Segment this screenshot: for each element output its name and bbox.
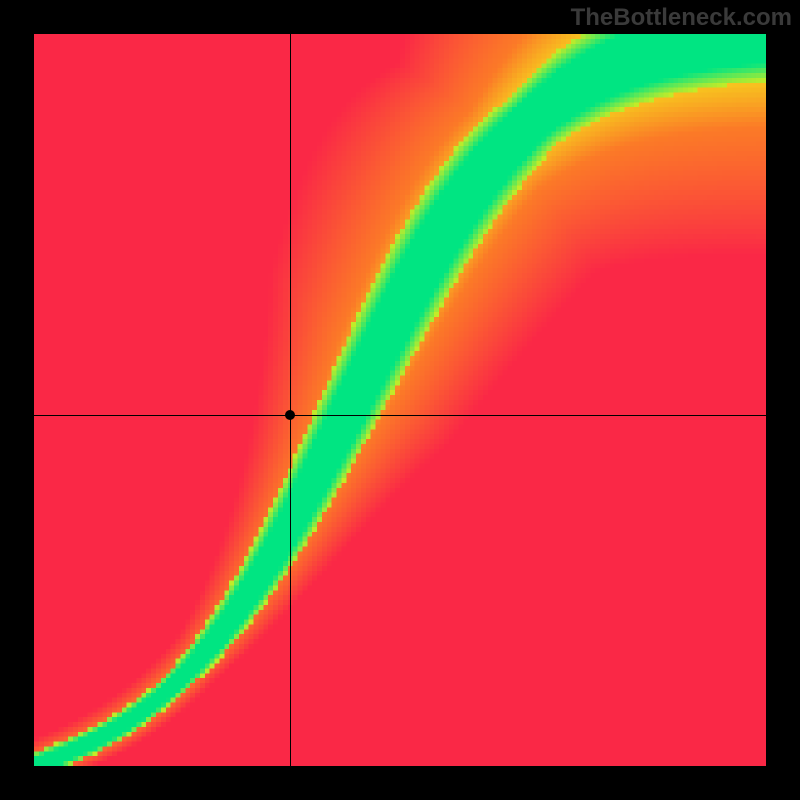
- crosshair-vertical-line: [290, 34, 291, 766]
- heatmap-plot-area: [34, 34, 766, 766]
- crosshair-horizontal-line: [34, 415, 766, 416]
- heatmap-canvas-wrap: [34, 34, 766, 766]
- bottleneck-heatmap: [34, 34, 766, 766]
- watermark-text: TheBottleneck.com: [571, 4, 792, 32]
- crosshair-marker-dot: [285, 410, 295, 420]
